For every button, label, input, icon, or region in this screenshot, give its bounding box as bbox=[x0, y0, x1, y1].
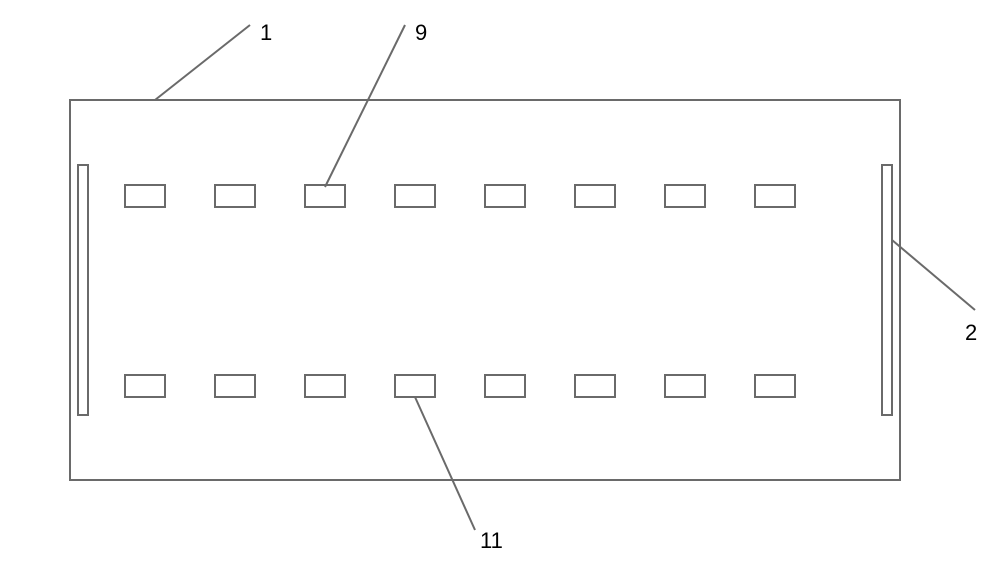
outer-body bbox=[70, 100, 900, 480]
bottom-slot bbox=[665, 375, 705, 397]
bottom-slot bbox=[575, 375, 615, 397]
top-slot bbox=[755, 185, 795, 207]
top-slot bbox=[395, 185, 435, 207]
callout-line-2 bbox=[892, 240, 975, 310]
top-slot bbox=[305, 185, 345, 207]
top-slot bbox=[575, 185, 615, 207]
callout-label-11: 11 bbox=[480, 528, 503, 553]
callout-label-9: 9 bbox=[415, 20, 427, 45]
left-side-bar bbox=[78, 165, 88, 415]
callout-label-2: 2 bbox=[965, 320, 977, 345]
callout-label-1: 1 bbox=[260, 20, 272, 45]
top-slot bbox=[665, 185, 705, 207]
callout-line-11 bbox=[415, 397, 475, 530]
top-slot bbox=[485, 185, 525, 207]
bottom-slot bbox=[485, 375, 525, 397]
callout-line-1 bbox=[155, 25, 250, 100]
bottom-slot bbox=[215, 375, 255, 397]
callout-line-9 bbox=[325, 25, 405, 187]
bottom-slot bbox=[395, 375, 435, 397]
top-slot bbox=[125, 185, 165, 207]
bottom-slot bbox=[755, 375, 795, 397]
top-slot bbox=[215, 185, 255, 207]
bottom-slot bbox=[125, 375, 165, 397]
right-side-bar bbox=[882, 165, 892, 415]
bottom-slot bbox=[305, 375, 345, 397]
